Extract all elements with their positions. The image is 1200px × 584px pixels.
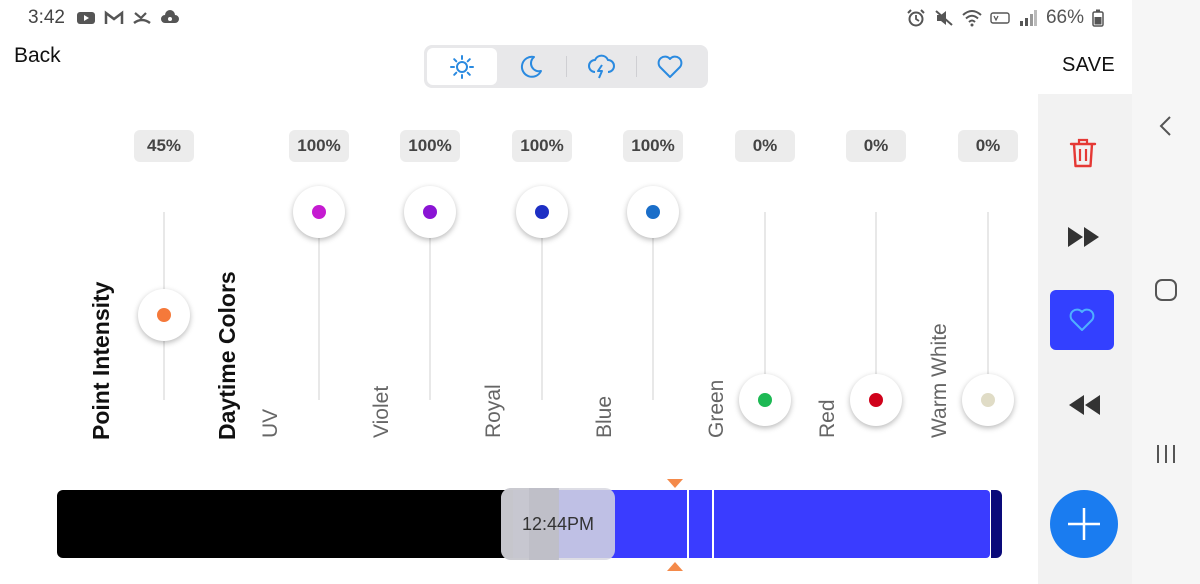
- heart-icon: [657, 55, 683, 78]
- tab-storm[interactable]: [566, 48, 636, 85]
- add-icon: [1068, 508, 1100, 540]
- daytime-colors-label: Daytime Colors: [214, 271, 240, 440]
- nav-recents-button[interactable]: [1150, 438, 1182, 470]
- signal-icon: [1019, 10, 1037, 26]
- add-button[interactable]: [1050, 490, 1118, 558]
- slider-track[interactable]: [764, 212, 766, 400]
- right-action-panel: [1038, 94, 1132, 584]
- fast-forward-button[interactable]: [1064, 222, 1104, 252]
- fast-forward-icon: [1068, 227, 1099, 247]
- channel-label: Red: [816, 399, 839, 438]
- channel-color-dot: [423, 205, 437, 219]
- channel-label: Violet: [370, 385, 393, 438]
- timeline-marker-bottom: [667, 562, 683, 571]
- tab-day[interactable]: [427, 48, 497, 85]
- recents-icon: [1157, 445, 1175, 463]
- slider-track[interactable]: [875, 212, 877, 400]
- mode-tabs: [424, 45, 708, 88]
- timeline[interactable]: 12:44PM: [57, 479, 1003, 571]
- timeline-end-segment: [991, 490, 1002, 558]
- nav-home-button[interactable]: [1150, 274, 1182, 306]
- status-right: 66%: [906, 7, 1104, 29]
- channel-color-dot: [646, 205, 660, 219]
- system-nav-bar: [1132, 0, 1200, 584]
- timeline-segment[interactable]: [689, 490, 712, 558]
- mute-icon: [935, 10, 953, 26]
- channel-value-badge: 45%: [134, 130, 194, 162]
- nav-back-button[interactable]: [1150, 110, 1182, 142]
- channel-label: Green: [705, 379, 728, 438]
- youtube-icon: [77, 12, 95, 24]
- wifi-icon: [962, 10, 982, 27]
- heart-icon: [1069, 308, 1095, 331]
- channel-color-dot: [535, 205, 549, 219]
- slider-thumb[interactable]: [293, 186, 345, 238]
- current-time-label: 12:44PM: [521, 513, 595, 534]
- timeline-marker-top: [667, 479, 683, 488]
- timeline-night-segment: [57, 490, 513, 558]
- favorite-button[interactable]: [1050, 290, 1114, 350]
- home-icon: [1155, 279, 1177, 301]
- trash-icon: [1069, 138, 1097, 168]
- status-bar: 3:42 66%: [0, 0, 1132, 36]
- save-button[interactable]: SAVE: [1062, 54, 1116, 76]
- channel-color-dot: [157, 308, 171, 323]
- slider-track[interactable]: [652, 212, 654, 400]
- back-button[interactable]: Back: [14, 44, 61, 67]
- slider-thumb[interactable]: [850, 374, 902, 426]
- point-intensity-label: Point Intensity: [88, 281, 114, 440]
- channel-color-dot: [869, 393, 883, 407]
- alarm-icon: [907, 9, 925, 27]
- channel-label: Blue: [593, 395, 616, 438]
- delete-button[interactable]: [1066, 136, 1100, 170]
- slider-track[interactable]: [541, 212, 543, 400]
- cloud-icon: [161, 10, 179, 23]
- slider-thumb[interactable]: [516, 186, 568, 238]
- channel-color-dot: [312, 205, 326, 219]
- slider-track[interactable]: [987, 212, 989, 400]
- status-time: 3:42: [28, 7, 65, 28]
- channel-value-badge: 0%: [846, 130, 906, 162]
- status-left-icons: [76, 9, 180, 27]
- channel-label: Warm White: [928, 323, 951, 438]
- timeline-scrubber[interactable]: 12:44PM: [501, 488, 615, 560]
- channel-value-badge: 0%: [735, 130, 795, 162]
- slider-thumb[interactable]: [627, 186, 679, 238]
- tab-night[interactable]: [497, 48, 567, 85]
- rewind-icon: [1069, 395, 1100, 415]
- slider-thumb[interactable]: [739, 374, 791, 426]
- slider-thumb[interactable]: [138, 289, 190, 342]
- battery-percent: 66%: [1045, 7, 1084, 28]
- gmail-icon: [104, 10, 124, 24]
- slider-thumb[interactable]: [404, 186, 456, 238]
- channel-color-dot: [981, 393, 995, 407]
- channel-value-badge: 100%: [289, 130, 349, 162]
- moon-icon: [521, 55, 543, 78]
- tab-favorite[interactable]: [635, 48, 706, 85]
- channel-color-dot: [758, 393, 772, 407]
- channel-label: UV: [259, 408, 282, 438]
- timeline-segment[interactable]: [714, 490, 990, 558]
- slider-track[interactable]: [318, 212, 320, 400]
- storm-icon: [587, 54, 615, 78]
- slider-track[interactable]: [429, 212, 431, 400]
- slider-thumb[interactable]: [962, 374, 1014, 426]
- channel-label: Royal: [482, 384, 505, 438]
- channel-value-badge: 0%: [958, 130, 1018, 162]
- channel-value-badge: 100%: [400, 130, 460, 162]
- sun-icon: [449, 54, 474, 79]
- chevron-left-icon: [1159, 116, 1171, 136]
- missed-call-icon: [133, 12, 151, 25]
- rewind-button[interactable]: [1064, 390, 1104, 420]
- volte-icon: [990, 12, 1010, 24]
- channel-value-badge: 100%: [623, 130, 683, 162]
- channel-value-badge: 100%: [512, 130, 572, 162]
- battery-icon: [1092, 9, 1104, 27]
